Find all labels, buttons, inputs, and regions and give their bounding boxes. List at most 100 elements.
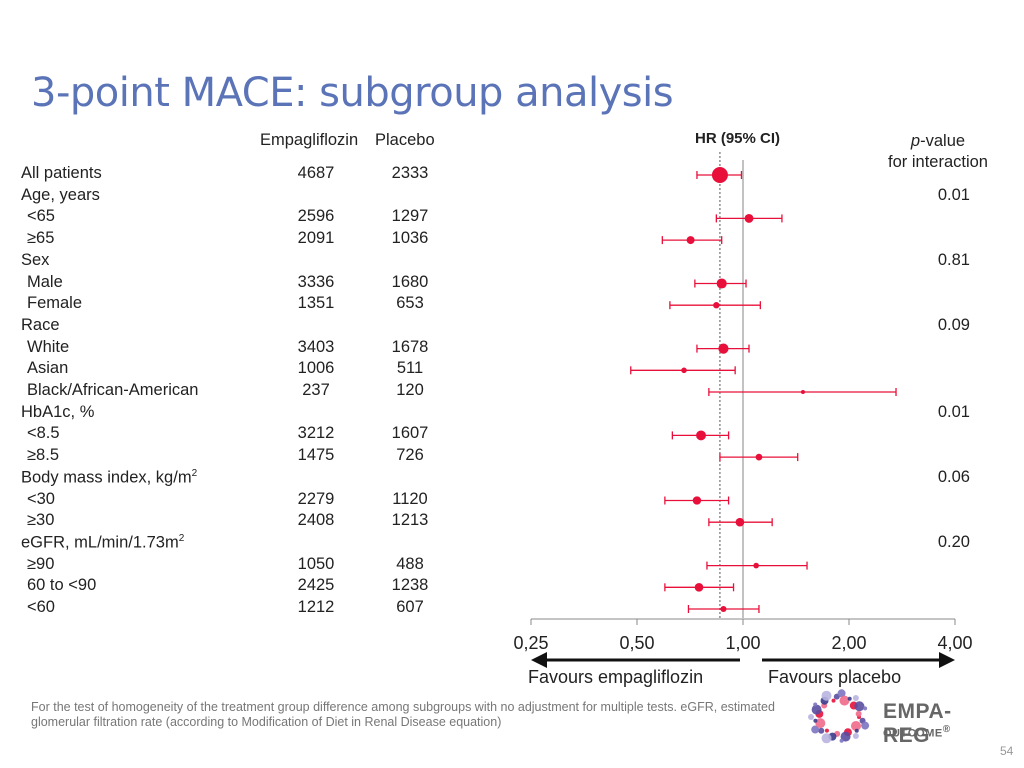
p-value: 0.09 [937, 315, 970, 334]
hr-point [744, 213, 754, 223]
x-tick-label: 0,25 [513, 633, 548, 653]
hr-point [753, 562, 759, 569]
empagliflozin-n: 2279 [297, 489, 335, 508]
logo-dot [863, 706, 868, 711]
placebo-n: 1238 [391, 576, 429, 595]
placebo-n: 120 [396, 381, 424, 399]
subgroup-label: <30 [27, 489, 55, 508]
pvalue-header-p: p [910, 132, 921, 150]
placebo-n: 1680 [391, 272, 429, 291]
subgroup-label: Age, years [21, 185, 100, 204]
subgroup-label: eGFR, mL/min/1.73m2 [21, 532, 185, 552]
logo-text-line1: EMPA-REG [883, 700, 952, 747]
logo-dot [839, 738, 844, 743]
empagliflozin-n: 237 [302, 381, 330, 399]
favour-right-arrow-head [939, 652, 955, 668]
col-header-pvalue: p-value for interaction [880, 131, 996, 173]
x-tick-label: 1,00 [725, 633, 760, 653]
logo-dot [813, 702, 818, 707]
p-value: 0.81 [937, 250, 970, 269]
logo-dot [839, 695, 850, 706]
hr-point [686, 236, 695, 245]
logo-dot [854, 728, 859, 733]
p-value: 0.06 [937, 467, 970, 486]
subgroup-label: <60 [27, 598, 55, 616]
subgroup-label: White [27, 337, 70, 356]
placebo-n: 1213 [391, 511, 429, 530]
col-header-hr: HR (95% CI) [695, 130, 781, 147]
logo-dot [811, 725, 820, 734]
logo-dot [852, 695, 859, 702]
placebo-n: 488 [396, 554, 424, 573]
placebo-n: 653 [396, 294, 424, 313]
hr-point [735, 517, 745, 527]
x-tick-label: 0,50 [619, 633, 654, 653]
logo-dots-icon [808, 689, 870, 744]
logo-dot [813, 718, 818, 723]
logo-dot [815, 718, 826, 729]
subgroup-label: ≥30 [27, 511, 55, 530]
placebo-n: 1678 [391, 337, 429, 356]
logo-dot [821, 733, 832, 744]
subgroup-label: 60 to <90 [27, 576, 97, 595]
logo-dot [854, 701, 865, 712]
footnote: For the test of homogeneity of the treat… [31, 700, 775, 729]
empagliflozin-n: 2596 [297, 207, 335, 226]
placebo-n: 1036 [391, 229, 429, 248]
empagliflozin-n: 2408 [297, 511, 335, 530]
pvalue-header-interaction: for interaction [888, 153, 988, 171]
forest-plot: 0,25 0,50 1,00 2,00 4,00 Favours empagliflozi… [513, 152, 973, 687]
empagliflozin-n: 3336 [297, 272, 335, 291]
subgroup-label: Female [27, 294, 83, 313]
subgroup-label: Black/African-American [27, 381, 199, 399]
subgroup-label: ≥65 [27, 229, 55, 248]
subgroup-label: Body mass index, kg/m2 [21, 467, 198, 487]
placebo-n: 511 [396, 359, 424, 378]
logo-dot [861, 721, 870, 730]
placebo-n: 1120 [392, 489, 428, 508]
logo-dot [808, 714, 814, 720]
subgroup-label: Asian [27, 359, 69, 378]
subgroup-label: Male [27, 272, 63, 291]
slide-title: 3-point MACE: subgroup analysis [31, 70, 674, 116]
favour-empagliflozin-label: Favours empagliflozin [528, 667, 703, 687]
logo-dot [811, 704, 822, 715]
logo-dot [855, 710, 862, 717]
page-number: 54 [1000, 744, 1014, 758]
hr-point [755, 453, 763, 461]
x-tick-label: 4,00 [937, 633, 972, 653]
logo-dot [837, 689, 846, 698]
logo-dot [851, 720, 862, 731]
hr-point [716, 278, 727, 289]
empa-reg-logo: EMPA-REG OUTCOME® [803, 686, 993, 748]
hr-point [800, 390, 805, 394]
placebo-n: 607 [396, 598, 424, 616]
subgroup-label: Sex [21, 250, 50, 269]
empagliflozin-n: 1050 [297, 554, 335, 573]
subgroup-label: ≥90 [27, 554, 55, 573]
empagliflozin-n: 1475 [297, 446, 335, 465]
p-value: 0.01 [937, 402, 970, 421]
placebo-n: 726 [396, 446, 424, 465]
favour-placebo-label: Favours placebo [768, 667, 901, 687]
empagliflozin-n: 3403 [297, 337, 335, 356]
placebo-n: 1607 [391, 424, 429, 443]
logo-text-line2: OUTCOME® [883, 724, 951, 740]
pvalue-header-value: -value [920, 132, 966, 150]
favour-left-arrow-head [531, 652, 547, 668]
col-header-placebo: Placebo [375, 131, 435, 149]
superscript: 2 [191, 467, 198, 479]
subgroup-label: ≥8.5 [27, 446, 59, 465]
empagliflozin-n: 2425 [297, 576, 335, 595]
empagliflozin-n: 2091 [297, 229, 335, 248]
subgroup-label: Race [21, 315, 60, 334]
logo-text-outcome: OUTCOME [883, 727, 943, 740]
hr-point [694, 582, 704, 592]
logo-dot [821, 690, 832, 701]
p-value: 0.01 [937, 185, 970, 204]
logo-dot [831, 698, 836, 703]
logo-dot [840, 731, 851, 742]
empagliflozin-n: 1006 [297, 359, 335, 378]
logo-dot [852, 732, 859, 739]
logo-registered-mark: ® [942, 724, 951, 735]
